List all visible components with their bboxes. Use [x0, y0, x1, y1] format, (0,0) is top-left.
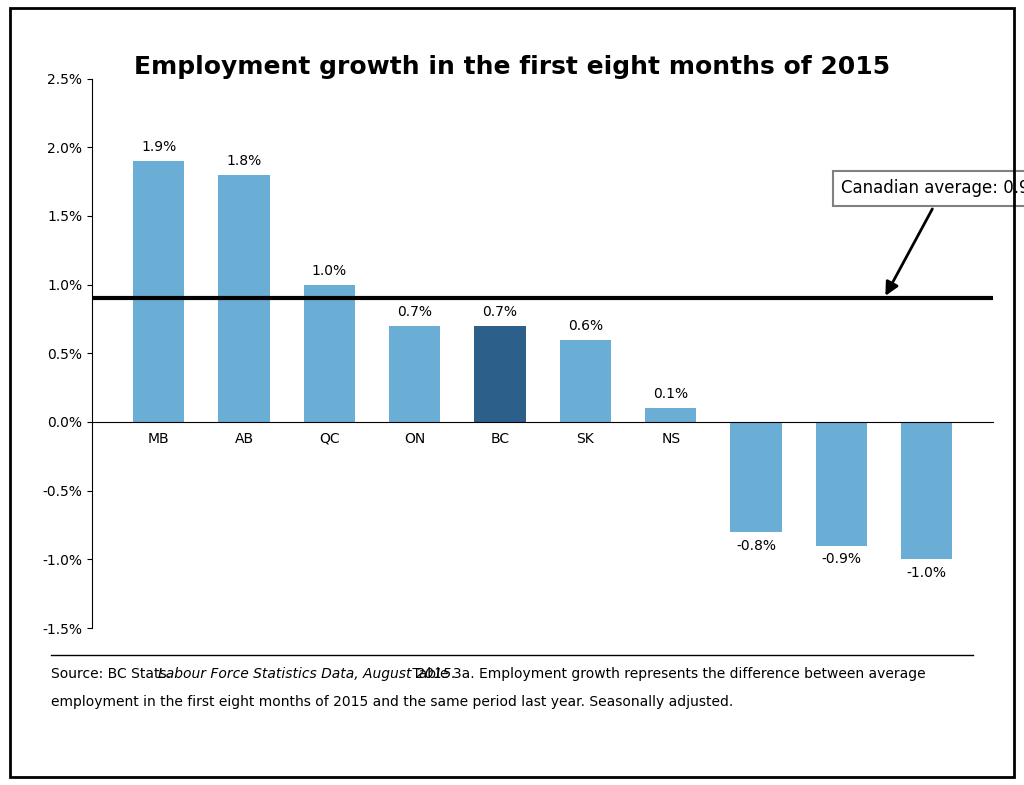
Bar	[218, 175, 269, 422]
Bar	[730, 422, 781, 532]
Text: -0.8%: -0.8%	[736, 539, 776, 553]
Bar	[389, 326, 440, 422]
Text: employment in the first eight months of 2015 and the same period last year. Seas: employment in the first eight months of …	[51, 695, 733, 709]
Bar	[560, 340, 611, 422]
Text: Labour Force Statistics Data, August 2015.: Labour Force Statistics Data, August 201…	[158, 667, 456, 681]
Bar	[474, 326, 525, 422]
Text: -1.0%: -1.0%	[906, 566, 947, 580]
Text: -0.9%: -0.9%	[821, 553, 861, 567]
Text: Employment growth in the first eight months of 2015: Employment growth in the first eight mon…	[134, 55, 890, 79]
Bar	[816, 422, 867, 546]
Bar	[304, 285, 355, 422]
Text: 0.7%: 0.7%	[397, 305, 432, 319]
Bar	[901, 422, 952, 560]
Text: 0.6%: 0.6%	[568, 319, 603, 333]
Text: 1.8%: 1.8%	[226, 154, 262, 168]
Text: 0.1%: 0.1%	[653, 387, 688, 401]
Bar	[645, 408, 696, 422]
Text: 1.0%: 1.0%	[312, 264, 347, 278]
Bar	[133, 161, 184, 422]
Text: Canadian average: 0.9%: Canadian average: 0.9%	[842, 180, 1024, 293]
Text: Table 3a. Employment growth represents the difference between average: Table 3a. Employment growth represents t…	[408, 667, 925, 681]
Text: 1.9%: 1.9%	[141, 140, 176, 154]
Text: 0.7%: 0.7%	[482, 305, 517, 319]
Text: Source: BC Stats.: Source: BC Stats.	[51, 667, 175, 681]
